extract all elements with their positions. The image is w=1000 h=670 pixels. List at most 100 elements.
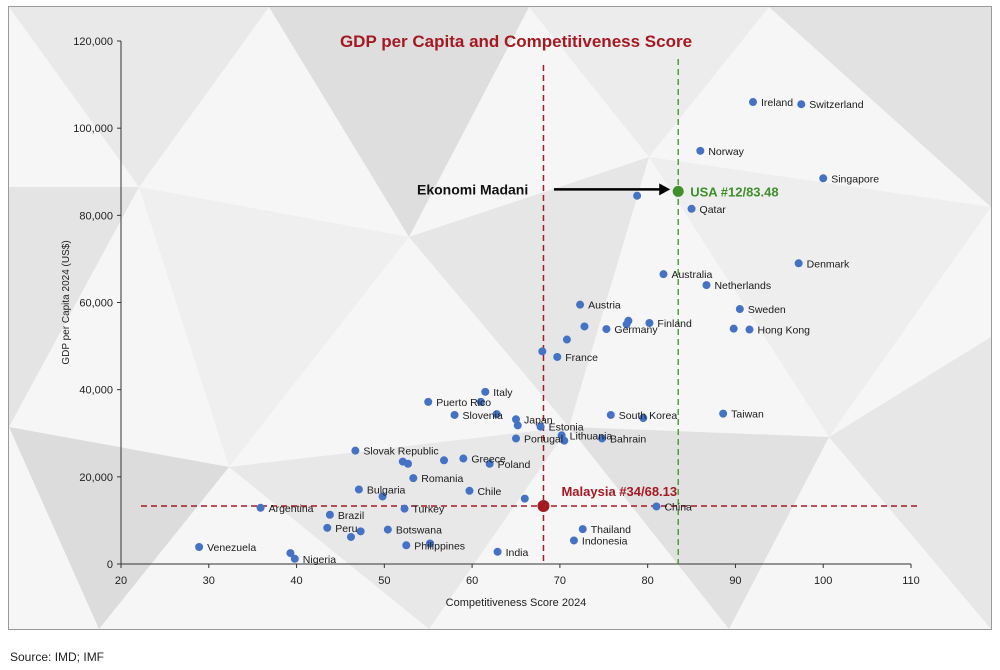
data-point [286, 549, 295, 558]
data-point [745, 325, 754, 334]
data-point [735, 305, 744, 314]
data-point [578, 525, 587, 534]
y-tick-label: 0 [107, 559, 113, 571]
point-label: China [664, 501, 692, 513]
data-point [659, 270, 668, 279]
point-label: Denmark [807, 258, 850, 270]
data-point [492, 410, 501, 419]
point-label: Brazil [338, 510, 364, 522]
data-point [356, 527, 365, 536]
scatter-chart: 0 20,000 40,000 60,000 80,000 100,000 120,000 2… [9, 7, 991, 629]
data-point [493, 547, 502, 556]
usa-point [672, 185, 684, 197]
data-point [553, 352, 562, 361]
data-point [290, 554, 299, 563]
data-point [560, 436, 569, 445]
data-point [606, 410, 615, 419]
data-point [513, 421, 522, 430]
chart-frame: 0 20,000 40,000 60,000 80,000 100,000 120,000 2… [8, 6, 992, 630]
malaysia-label: Malaysia #34/68.13 [561, 484, 677, 499]
data-point [729, 324, 738, 333]
data-point [481, 387, 490, 396]
data-point [485, 459, 494, 468]
point-label: Romania [421, 473, 463, 485]
data-point [425, 539, 434, 548]
x-tick-label: 100 [814, 575, 832, 587]
data-point [687, 204, 696, 213]
point-label: Norway [708, 146, 744, 158]
malaysia-point [537, 500, 550, 513]
y-tick-label: 40,000 [79, 385, 113, 397]
source-note: Source: IMD; IMF [10, 650, 105, 664]
data-point [602, 325, 611, 334]
data-point [450, 410, 459, 419]
point-label: Qatar [700, 204, 727, 216]
point-label: Japan [524, 414, 553, 426]
data-point [580, 322, 589, 331]
x-tick-label: 60 [466, 575, 478, 587]
point-label: Finland [657, 318, 692, 330]
data-point [354, 485, 363, 494]
data-point [633, 191, 642, 200]
point-label: Estonia [549, 422, 584, 434]
data-point [702, 281, 711, 290]
point-label: Peru [335, 523, 357, 535]
annotation-arrow-head [659, 183, 671, 196]
y-tick-label: 120,000 [73, 36, 113, 48]
x-tick-label: 30 [203, 575, 215, 587]
data-point [520, 494, 529, 503]
point-label: Greece [471, 454, 506, 466]
point-label: France [565, 352, 598, 364]
y-tick-label: 80,000 [79, 210, 113, 222]
point-label: Singapore [831, 173, 879, 185]
point-label: Switzerland [809, 99, 863, 111]
x-tick-label: 40 [290, 575, 302, 587]
data-point [459, 454, 468, 463]
point-label: Italy [493, 387, 513, 399]
point-label: Bahrain [610, 433, 646, 445]
x-tick-label: 70 [554, 575, 566, 587]
data-point [476, 397, 485, 406]
point-label: Netherlands [714, 280, 771, 292]
x-tick-label: 80 [642, 575, 654, 587]
data-point [378, 492, 387, 501]
point-label: Taiwan [731, 409, 764, 421]
data-point [749, 98, 757, 107]
data-point [794, 259, 803, 268]
data-point [195, 543, 204, 552]
data-point [536, 422, 545, 431]
point-label: Botswana [396, 525, 442, 537]
data-point [383, 525, 392, 534]
data-point [797, 100, 806, 109]
data-point [652, 502, 661, 511]
point-label: Hong Kong [757, 325, 810, 337]
y-axis-title: GDP per Capita 2024 (US$) [61, 240, 72, 364]
data-point [404, 459, 413, 468]
data-point [402, 541, 411, 550]
point-label: Ireland [761, 97, 793, 109]
point-label: South Korea [619, 410, 678, 422]
point-label: Austria [588, 300, 621, 312]
x-axis-title: Competitiveness Score 2024 [446, 597, 587, 609]
point-label: Bulgaria [367, 484, 406, 496]
data-point [639, 413, 648, 422]
point-label: Venezuela [207, 542, 256, 554]
data-point [256, 503, 265, 512]
data-point [512, 415, 520, 424]
data-point [719, 409, 728, 418]
point-label: India [506, 547, 529, 559]
point-label: Australia [671, 269, 712, 281]
point-label: Germany [614, 324, 658, 336]
data-point [351, 446, 360, 455]
point-label: Chile [477, 486, 501, 498]
x-tick-label: 90 [729, 575, 741, 587]
data-point [569, 536, 578, 545]
x-tick-label: 20 [115, 575, 127, 587]
data-point [645, 318, 654, 327]
data-point [323, 523, 332, 532]
data-point [346, 532, 355, 541]
y-tick-label: 20,000 [79, 472, 113, 484]
point-label: Philippines [414, 540, 465, 552]
x-tick-label: 110 [902, 575, 920, 587]
chart-title: GDP per Capita and Competitiveness Score [340, 32, 692, 51]
